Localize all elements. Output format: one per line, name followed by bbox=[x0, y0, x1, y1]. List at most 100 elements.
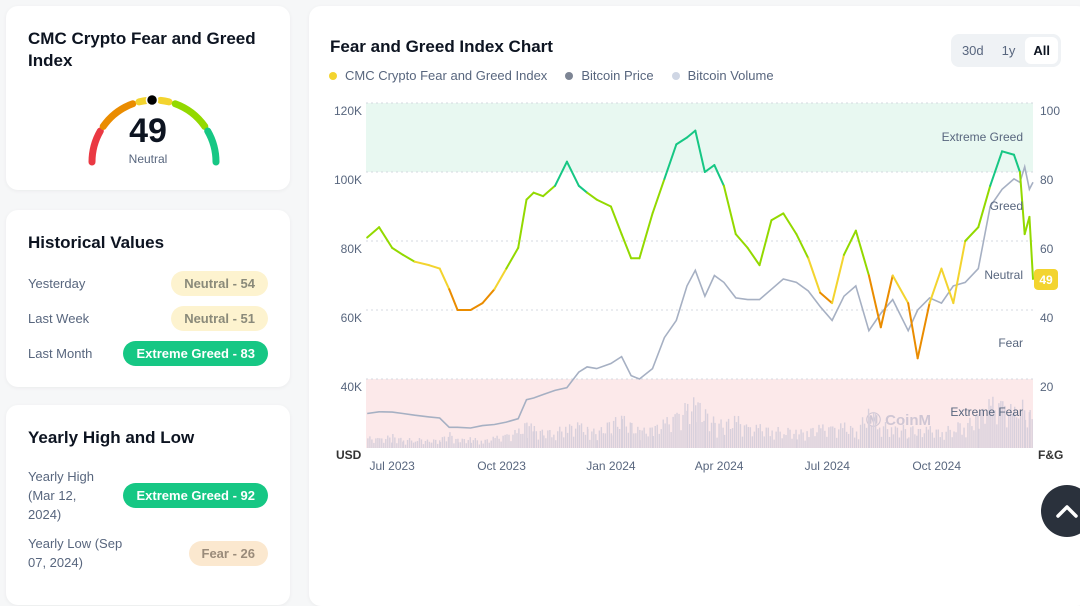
gauge-value: 49 bbox=[129, 112, 167, 150]
volume-bar bbox=[563, 437, 565, 448]
volume-bar bbox=[488, 442, 490, 448]
status-badge: Neutral - 54 bbox=[171, 271, 268, 296]
volume-bar bbox=[494, 438, 496, 448]
volume-bar bbox=[660, 429, 662, 448]
zone-label: Fear bbox=[998, 336, 1023, 350]
volume-bar bbox=[955, 432, 957, 448]
y-tick-right: 100 bbox=[1040, 104, 1060, 118]
volume-bar bbox=[543, 435, 545, 448]
fear-greed-line-segment bbox=[758, 219, 773, 267]
volume-bar bbox=[804, 440, 806, 448]
volume-bar bbox=[951, 437, 953, 448]
volume-bar bbox=[769, 436, 771, 448]
fear-greed-line-segment bbox=[366, 226, 381, 239]
extreme-greed-zone bbox=[366, 103, 1033, 172]
volume-bar bbox=[996, 424, 998, 448]
volume-bar bbox=[781, 438, 783, 448]
volume-bar bbox=[931, 432, 933, 448]
volume-bar bbox=[904, 429, 907, 448]
volume-bar bbox=[412, 442, 415, 448]
volume-bar bbox=[880, 436, 883, 448]
volume-bar bbox=[745, 424, 748, 448]
volume-bar bbox=[710, 422, 713, 448]
volume-bar bbox=[396, 443, 398, 448]
gauge-segment bbox=[204, 127, 220, 166]
volume-bar bbox=[373, 442, 375, 448]
volume-bar bbox=[741, 436, 744, 448]
volume-bar bbox=[1006, 427, 1008, 448]
volume-bar bbox=[1031, 419, 1033, 448]
volume-bar bbox=[824, 430, 826, 448]
volume-bar bbox=[514, 429, 516, 448]
range-1y-button[interactable]: 1y bbox=[1001, 43, 1016, 58]
volume-bar bbox=[533, 426, 536, 448]
volume-bar bbox=[868, 416, 871, 448]
volume-bar bbox=[840, 423, 842, 448]
volume-bar bbox=[633, 433, 635, 448]
legend-item-bitcoin-price[interactable]: Bitcoin Price bbox=[565, 68, 654, 83]
volume-bar bbox=[614, 417, 617, 448]
volume-bar bbox=[482, 443, 484, 448]
volume-bar bbox=[812, 427, 814, 448]
volume-bar bbox=[678, 413, 680, 448]
volume-bar bbox=[894, 426, 897, 448]
volume-bar bbox=[537, 439, 540, 448]
legend-dot-icon bbox=[565, 71, 574, 80]
volume-bar bbox=[828, 427, 830, 448]
volume-bar bbox=[986, 416, 988, 448]
volume-bar bbox=[695, 422, 697, 448]
volume-bar bbox=[375, 438, 377, 448]
volume-bar bbox=[703, 420, 705, 448]
legend-dot-icon bbox=[329, 71, 337, 80]
volume-bar bbox=[739, 424, 742, 448]
volume-bar bbox=[557, 431, 559, 448]
volume-bar bbox=[834, 427, 836, 448]
fear-greed-line-segment bbox=[703, 164, 716, 173]
volume-bar bbox=[973, 430, 975, 448]
volume-bar bbox=[381, 438, 383, 448]
current-value-label: 49 bbox=[1039, 273, 1053, 287]
volume-bar bbox=[447, 436, 450, 448]
volume-bar bbox=[720, 419, 722, 448]
yearly-high-low-card: Yearly High and Low Yearly High (Mar 12,… bbox=[6, 405, 290, 605]
volume-bar bbox=[591, 431, 593, 448]
volume-bar bbox=[1004, 405, 1006, 448]
volume-bar bbox=[753, 431, 756, 448]
volume-bar bbox=[637, 426, 639, 448]
volume-bar bbox=[751, 436, 754, 448]
scroll-to-top-button[interactable] bbox=[1041, 485, 1080, 537]
legend-item-bitcoin-volume[interactable]: Bitcoin Volume bbox=[671, 68, 774, 83]
y-tick-left: 60K bbox=[341, 311, 362, 325]
gauge-indicator-dot bbox=[145, 93, 159, 107]
y-tick-left: 100K bbox=[334, 173, 362, 187]
volume-bar bbox=[967, 422, 969, 448]
volume-bar bbox=[963, 427, 965, 448]
status-badge: Extreme Greed - 92 bbox=[123, 483, 268, 508]
volume-bar bbox=[822, 424, 824, 448]
volume-bar bbox=[439, 440, 441, 448]
legend-item-fear-greed[interactable]: CMC Crypto Fear and Greed Index bbox=[329, 68, 547, 83]
volume-bar bbox=[917, 429, 920, 448]
volume-bar bbox=[704, 409, 707, 448]
volume-bar bbox=[400, 437, 402, 448]
volume-bar bbox=[639, 440, 641, 448]
range-selector: 30d 1y All bbox=[950, 34, 1061, 67]
range-all-button[interactable]: All bbox=[1025, 37, 1058, 64]
volume-bar bbox=[977, 414, 979, 448]
volume-bar bbox=[572, 436, 575, 448]
range-30d-button[interactable]: 30d bbox=[961, 43, 984, 58]
volume-bar bbox=[402, 440, 405, 448]
yearly-title: Yearly High and Low bbox=[28, 428, 195, 447]
volume-bar bbox=[518, 428, 520, 448]
volume-bar bbox=[1028, 412, 1031, 448]
volume-bar bbox=[783, 434, 785, 448]
volume-bar bbox=[422, 444, 425, 448]
fear-greed-line-segment bbox=[746, 246, 761, 267]
volume-bar bbox=[921, 437, 924, 448]
volume-bar bbox=[727, 418, 730, 448]
volume-bar bbox=[610, 435, 613, 448]
volume-bar bbox=[789, 429, 791, 448]
fear-greed-line-segment bbox=[586, 191, 598, 201]
volume-bar bbox=[606, 422, 609, 448]
